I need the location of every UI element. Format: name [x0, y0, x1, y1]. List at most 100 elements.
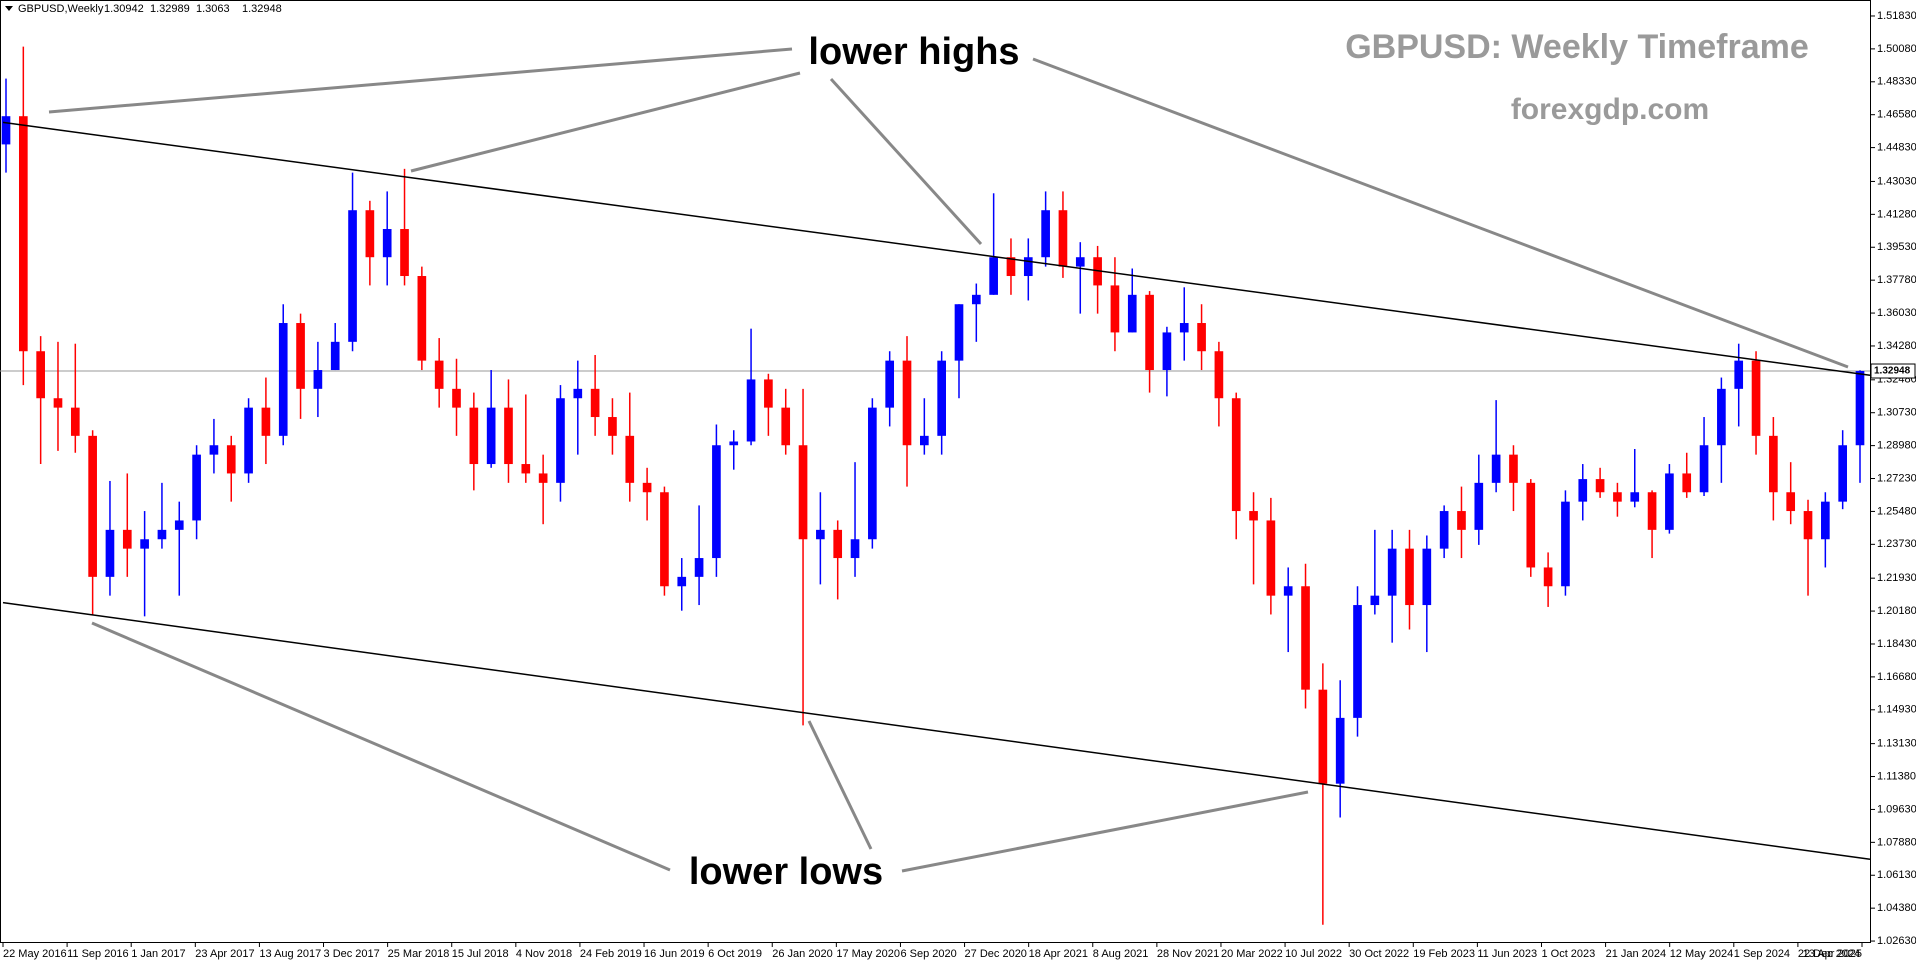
- candle-body: [1595, 479, 1605, 493]
- candle-body: [1769, 435, 1778, 493]
- x-tick-label: 13 Aug 2017: [259, 948, 321, 960]
- candle-body: [1283, 586, 1293, 596]
- symbol-icon: [5, 6, 13, 11]
- header-value: 1.30942: [104, 3, 144, 15]
- y-tick-label: 1.09630: [1877, 803, 1916, 815]
- x-tick-label: 1 Oct 2023: [1541, 948, 1595, 960]
- current-price-box: [1870, 363, 1916, 379]
- x-tick-label: 22 Dec 2024: [1798, 948, 1860, 960]
- pointer: [410, 71, 801, 173]
- candle-body: [209, 445, 219, 455]
- candle-body: [1041, 210, 1050, 258]
- y-tick-label: 1.36030: [1877, 307, 1916, 319]
- y-tick-label: 1.02630: [1877, 935, 1916, 947]
- candle-body: [798, 445, 808, 540]
- candle-body: [174, 520, 184, 530]
- x-tick-label: 20 Mar 2022: [1221, 948, 1283, 960]
- trendline: [2, 601, 1871, 861]
- candle-body: [1335, 717, 1345, 784]
- candle-body: [296, 323, 305, 389]
- candle-body: [660, 492, 669, 587]
- candle-body: [330, 341, 340, 371]
- candle-body: [1387, 548, 1397, 596]
- candle-body: [1370, 595, 1380, 606]
- candle-body: [1838, 445, 1848, 502]
- y-tick-label: 1.16680: [1877, 671, 1916, 683]
- y-tick-label: 1.27230: [1877, 472, 1916, 484]
- candle-body: [1301, 586, 1310, 690]
- candle-body: [261, 407, 271, 436]
- y-tick-label: 1.23730: [1877, 538, 1916, 550]
- candle-body: [1665, 473, 1674, 530]
- candle-body: [88, 435, 97, 577]
- x-tick-label: 8 Aug 2021: [1093, 948, 1149, 960]
- candle-body: [833, 529, 843, 559]
- candle-body: [1613, 492, 1622, 502]
- candle-body: [1179, 323, 1189, 333]
- candle-body: [1214, 351, 1224, 399]
- candle-body: [1543, 567, 1553, 587]
- candle-body: [1647, 492, 1657, 530]
- candle-body: [400, 229, 409, 277]
- candle-body: [764, 379, 773, 408]
- y-tick-label: 1.46580: [1877, 109, 1916, 121]
- candle-body: [36, 351, 45, 399]
- x-tick-label: 15 Jul 2018: [452, 948, 509, 960]
- candle-body: [1751, 360, 1761, 436]
- candle-body: [1197, 323, 1206, 352]
- candle-body: [469, 407, 479, 465]
- candles: [1, 46, 1865, 925]
- candle-body: [1526, 482, 1536, 568]
- x-tick-label: 19 Feb 2023: [1413, 948, 1475, 960]
- candle-body: [157, 529, 167, 540]
- y-tick-label: 1.41280: [1877, 208, 1916, 220]
- candle-body: [122, 529, 132, 549]
- candle-body: [937, 360, 946, 436]
- plot-frame: [0, 0, 1871, 943]
- candle-body: [1058, 210, 1068, 267]
- candle-body: [504, 407, 513, 465]
- candle-body: [885, 360, 895, 408]
- candle-body: [1266, 520, 1276, 596]
- y-tick-label: 1.21930: [1877, 572, 1916, 584]
- x-tick-label: 18 Apr 2021: [1029, 948, 1088, 960]
- candle-body: [486, 407, 496, 465]
- candle-body: [70, 407, 80, 436]
- x-tick-label: 13 Apr 2025: [1803, 948, 1862, 960]
- y-tick-label: 1.44830: [1877, 142, 1916, 154]
- x-tick-label: 6 Sep 2020: [900, 948, 956, 960]
- annotation: lower highs: [808, 31, 1019, 73]
- candle-body: [1318, 689, 1328, 784]
- candle-body: [53, 398, 63, 408]
- candle-body: [1231, 398, 1241, 512]
- y-tick-label: 1.06130: [1877, 869, 1916, 881]
- candle-body: [1075, 257, 1085, 267]
- candle-body: [1699, 445, 1709, 493]
- y-tick-label: 1.11380: [1877, 770, 1916, 782]
- candle-body: [1422, 548, 1432, 606]
- candle-body: [192, 454, 201, 521]
- candle-body: [729, 441, 739, 446]
- candle-body: [1, 116, 11, 145]
- candle-body: [1110, 285, 1120, 333]
- x-tick-label: 23 Apr 2017: [195, 948, 254, 960]
- candle-body: [365, 210, 375, 258]
- candle-body: [677, 576, 687, 587]
- candle-body: [382, 229, 392, 258]
- candle-body: [712, 445, 721, 559]
- pointer: [48, 47, 793, 114]
- x-tick-label: 3 Dec 2017: [324, 948, 380, 960]
- y-tick-label: 1.04380: [1877, 902, 1916, 914]
- y-tick-label: 1.20180: [1877, 605, 1916, 617]
- candle-body: [954, 304, 964, 361]
- x-tick-label: 11 Sep 2016: [67, 948, 129, 960]
- current-price-label: 1.32948: [1874, 366, 1911, 377]
- candle-body: [781, 407, 791, 446]
- y-tick-label: 1.50080: [1877, 43, 1916, 55]
- header-value: 1.32948: [242, 3, 282, 15]
- candle-body: [452, 388, 461, 408]
- candle-body: [1006, 257, 1016, 277]
- candle-body: [608, 417, 617, 436]
- candle-body: [1630, 492, 1640, 502]
